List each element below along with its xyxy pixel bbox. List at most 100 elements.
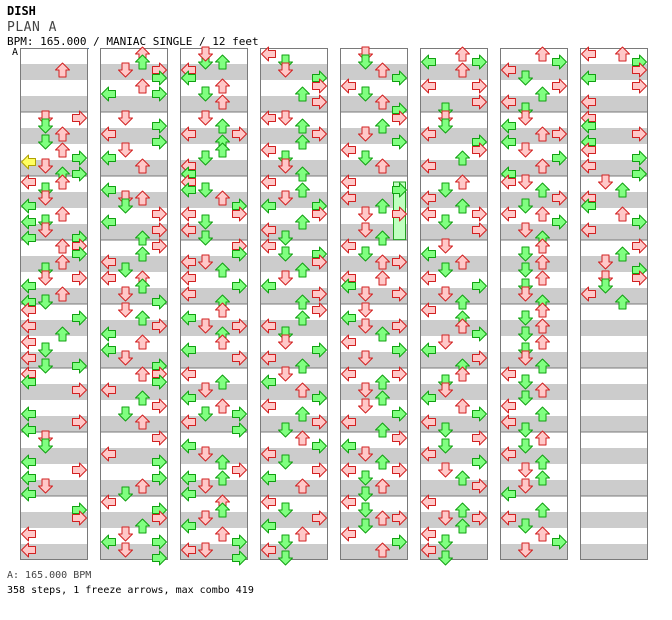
step-arrow-up [375,390,390,406]
step-arrow-left [261,110,276,126]
step-arrow-left [421,206,436,222]
step-arrow-left [101,446,116,462]
step-arrow-left [501,206,516,222]
beat-stripe [100,448,168,464]
step-arrow-right [472,142,487,158]
step-arrow-left [21,374,36,390]
step-arrow-left [341,310,356,326]
step-arrow-right [152,118,167,134]
step-arrow-right [552,214,567,230]
step-arrow-left [261,494,276,510]
step-arrow-down [118,286,133,302]
step-arrow-up [295,406,310,422]
step-arrow-down [198,406,213,422]
step-arrow-left [21,334,36,350]
step-arrow-down [198,214,213,230]
step-arrow-up [535,126,550,142]
step-arrow-down [38,118,53,134]
beat-stripe [180,544,248,560]
beat-stripe [20,192,88,208]
beat-stripe [500,288,568,304]
step-arrow-left [181,126,196,142]
step-arrow-right [232,462,247,478]
step-arrow-right [472,454,487,470]
step-arrow-left [341,526,356,542]
step-arrow-up [135,518,150,534]
step-arrow-left [181,390,196,406]
step-arrow-right [152,454,167,470]
step-arrow-right [232,350,247,366]
step-arrow-down [438,214,453,230]
step-arrow-up [535,318,550,334]
beat-stripe [580,256,648,272]
step-arrow-down [358,382,373,398]
step-arrow-up [295,166,310,182]
beat-stripe [420,128,488,144]
step-arrow-right [312,126,327,142]
beat-stripe [100,224,168,240]
step-arrow-left [581,198,596,214]
step-arrow-down [438,550,453,566]
step-arrow-right [392,286,407,302]
step-arrow-down [358,398,373,414]
step-arrow-up [215,334,230,350]
step-arrow-up [135,390,150,406]
beat-stripe [580,544,648,560]
step-arrow-down [518,198,533,214]
beat-stripe [260,320,328,336]
step-arrow-right [472,430,487,446]
beat-stripe [260,448,328,464]
step-arrow-left [421,414,436,430]
beat-stripe [260,192,328,208]
step-arrow-down [278,334,293,350]
beat-stripe [340,448,408,464]
beat-stripe [340,128,408,144]
step-arrow-down [118,142,133,158]
step-arrow-right [632,270,647,286]
step-arrow-left [181,486,196,502]
step-arrow-down [198,478,213,494]
step-arrow-down [438,182,453,198]
step-arrow-down [118,526,133,542]
beat-stripe [100,352,168,368]
beat-stripe [580,384,648,400]
step-arrow-down [198,46,213,62]
step-arrow-right [392,110,407,126]
step-arrow-right [472,78,487,94]
step-arrow-up [375,454,390,470]
step-arrow-up [535,254,550,270]
step-arrow-right [392,342,407,358]
step-arrow-right [152,374,167,390]
step-arrow-down [118,350,133,366]
beat-stripe [420,192,488,208]
step-arrow-left [261,318,276,334]
step-arrow-left [101,182,116,198]
step-arrow-right [72,462,87,478]
beat-stripe [340,320,408,336]
step-arrow-down [518,286,533,302]
step-arrow-right [152,510,167,526]
step-arrow-right [152,534,167,550]
step-arrow-right [472,350,487,366]
step-arrow-up [135,230,150,246]
step-arrow-up [375,254,390,270]
step-arrow-up [135,366,150,382]
beat-stripe [20,256,88,272]
step-arrow-left [101,126,116,142]
step-arrow-right [232,318,247,334]
step-arrow-down [518,142,533,158]
step-arrow-down [198,382,213,398]
step-arrow-right [232,422,247,438]
step-arrow-right [152,318,167,334]
beat-stripe [340,96,408,112]
beat-stripe [100,64,168,80]
beat-stripe [180,288,248,304]
step-arrow-left [421,54,436,70]
step-arrow-down [438,510,453,526]
step-arrow-left [21,454,36,470]
beat-stripe [20,224,88,240]
beat-stripe [340,288,408,304]
step-arrow-right [152,430,167,446]
step-arrow-down [198,230,213,246]
step-arrow-down [358,86,373,102]
